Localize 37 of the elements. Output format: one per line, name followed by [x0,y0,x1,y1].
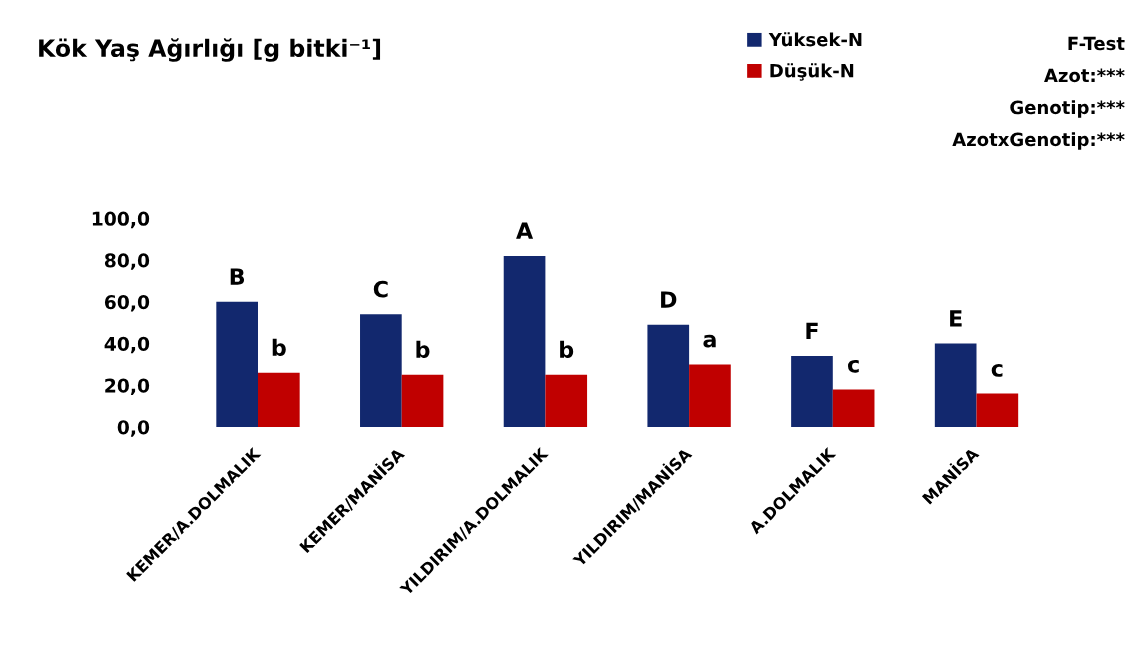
chart-title: Kök Yaş Ağırlığı [g bitki⁻¹] [39,38,381,62]
bar [976,393,1019,428]
data-label: b [416,340,430,359]
legend-label: Yüksek-N [768,32,862,47]
data-label: A [516,222,534,239]
bar [545,374,588,428]
y-tick-label: 60,0 [104,295,150,312]
data-label: C [373,280,388,298]
data-label: F [806,322,818,339]
text: AzotxGenotip:*** [952,132,1125,150]
bar [401,374,444,428]
y-tick-label: 80,0 [104,253,150,270]
y-tick-label: 100,0 [92,211,150,229]
bar [216,301,258,428]
data-label: c [991,364,1003,377]
data-label: b [560,340,574,359]
bar [647,324,690,428]
data-label: b [272,338,286,356]
y-tick-label: 0,0 [117,420,150,437]
bar [360,314,402,428]
text: F-Test [1068,36,1125,51]
data-label: a [703,334,716,348]
legend-label: Düşük-N [770,63,854,81]
bar [258,372,300,428]
text: Genotip:*** [1010,100,1125,118]
bar [689,364,731,428]
data-label: B [230,268,245,285]
bar [791,356,833,428]
data-label: c [848,359,859,373]
data-label: E [950,310,962,327]
text: Azot:*** [1044,68,1125,83]
bar [832,389,875,428]
bar [934,343,977,428]
y-tick-label: 40,0 [104,336,150,354]
data-label: D [661,291,677,308]
y-tick-label: 20,0 [105,378,150,396]
bar [503,255,546,428]
